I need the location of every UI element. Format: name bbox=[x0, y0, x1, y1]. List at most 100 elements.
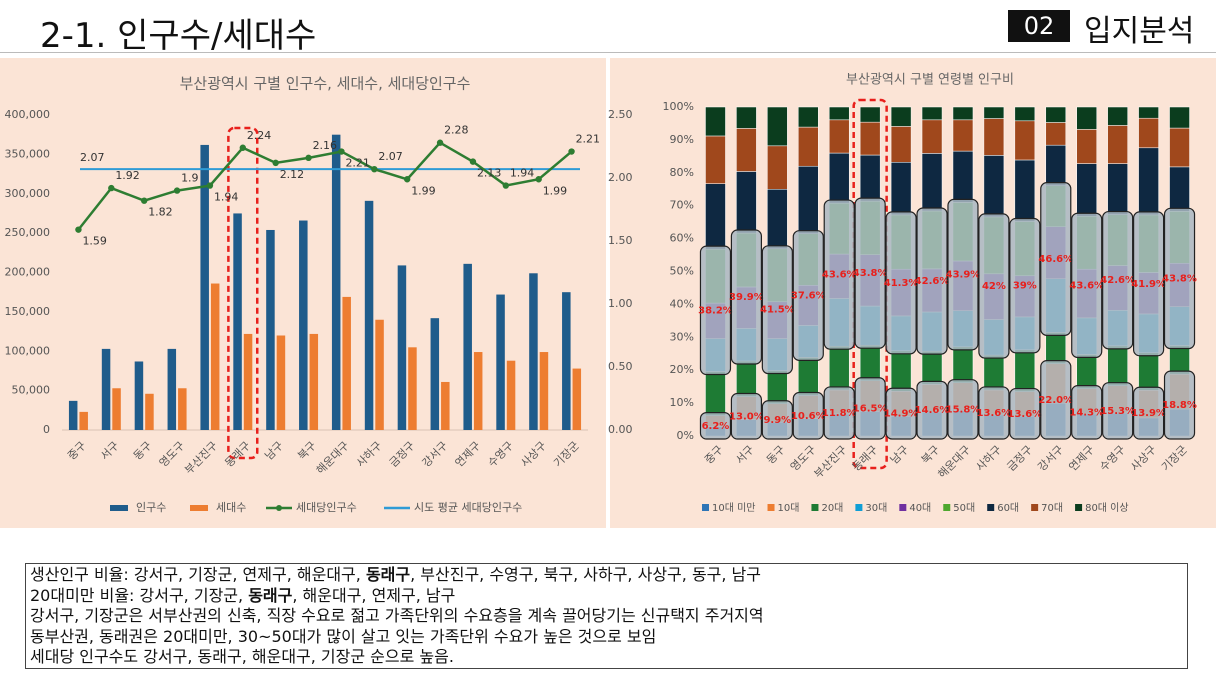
y-tick-label: 0 bbox=[43, 423, 50, 436]
group-label: 16.5% bbox=[853, 403, 888, 414]
group-box bbox=[947, 198, 979, 351]
bar-segment bbox=[705, 371, 726, 416]
legend-label: 인구수 bbox=[136, 501, 166, 514]
bar bbox=[441, 381, 450, 430]
bar bbox=[430, 318, 440, 430]
group-box bbox=[1071, 212, 1103, 359]
legend-swatch bbox=[1031, 504, 1039, 511]
group-label: 43.6% bbox=[1069, 280, 1104, 291]
y-tick-label: 350,000 bbox=[5, 147, 51, 160]
y-tick-label: 20% bbox=[670, 363, 694, 376]
y2-tick-label: 2.00 bbox=[608, 171, 633, 184]
bar bbox=[233, 213, 242, 430]
y2-tick-label: 0.00 bbox=[608, 423, 633, 436]
group-label: 38.2% bbox=[698, 305, 733, 316]
bar-segment bbox=[1014, 120, 1036, 161]
legend-label: 세대수 bbox=[216, 501, 246, 514]
group-box bbox=[1040, 182, 1072, 336]
bar-segment bbox=[1169, 166, 1190, 212]
bar bbox=[562, 292, 571, 430]
group-label: 14.9% bbox=[884, 409, 919, 420]
bar-segment bbox=[1045, 122, 1067, 146]
legend-swatch bbox=[943, 504, 951, 511]
group-label: 6.2% bbox=[702, 421, 730, 432]
group-box bbox=[916, 207, 948, 355]
bar-segment bbox=[1107, 125, 1128, 164]
bar-segment bbox=[921, 153, 943, 212]
group-box bbox=[699, 412, 732, 440]
line-marker bbox=[75, 226, 82, 233]
group-label: 39% bbox=[1013, 281, 1037, 292]
legend-swatch bbox=[767, 504, 775, 511]
data-label: 2.21 bbox=[345, 157, 370, 170]
legend-swatch bbox=[899, 504, 907, 511]
bar-segment bbox=[952, 346, 974, 383]
bar bbox=[210, 283, 220, 430]
group-box bbox=[792, 391, 824, 440]
bar-segment bbox=[705, 135, 726, 184]
section-number: 02 bbox=[1008, 10, 1070, 42]
group-label: 41.9% bbox=[1131, 279, 1166, 290]
bar-segment bbox=[921, 119, 943, 154]
line-marker bbox=[272, 159, 279, 167]
group-box bbox=[1102, 210, 1134, 350]
y2-tick-label: 1.50 bbox=[608, 234, 633, 247]
bar-segment bbox=[1107, 345, 1128, 386]
bar bbox=[79, 411, 88, 430]
bar-segment bbox=[952, 150, 974, 203]
group-box bbox=[1132, 211, 1165, 357]
data-label: 1.94 bbox=[510, 167, 535, 180]
group-label: 43.6% bbox=[822, 270, 857, 281]
group-box bbox=[730, 392, 763, 440]
group-label: 13.6% bbox=[1007, 409, 1042, 420]
y-tick-label: 90% bbox=[670, 133, 694, 146]
bar-segment bbox=[798, 165, 819, 234]
group-label: 42% bbox=[982, 281, 1006, 292]
legend-label: 세대당인구수 bbox=[296, 501, 357, 514]
y-tick-label: 0% bbox=[677, 429, 694, 442]
group-label: 18.8% bbox=[1162, 400, 1197, 411]
y-tick-label: 150,000 bbox=[5, 305, 51, 318]
bar-segment bbox=[767, 145, 788, 190]
data-label: 2.28 bbox=[444, 124, 469, 137]
line-series bbox=[77, 141, 573, 231]
group-label: 43.8% bbox=[1162, 273, 1197, 284]
bar bbox=[397, 265, 407, 430]
group-box bbox=[1102, 382, 1134, 440]
bar-segment bbox=[1045, 144, 1067, 186]
bar-segment bbox=[1138, 352, 1159, 391]
bar-segment bbox=[736, 360, 757, 397]
y2-tick-label: 1.00 bbox=[608, 297, 633, 310]
bar-segment bbox=[705, 106, 726, 137]
y2-tick-label: 0.50 bbox=[608, 360, 633, 373]
group-box bbox=[1009, 217, 1041, 354]
bar bbox=[331, 134, 341, 430]
y-tick-label: 60% bbox=[670, 232, 694, 245]
bar-segment bbox=[828, 152, 850, 204]
bar-segment bbox=[767, 370, 788, 405]
line-marker bbox=[338, 148, 345, 155]
group-box bbox=[885, 211, 917, 355]
data-label: 1.59 bbox=[82, 235, 107, 248]
data-label: 1.94 bbox=[214, 191, 239, 204]
data-label: 1.9 bbox=[181, 172, 199, 185]
data-label: 2.24 bbox=[247, 129, 272, 142]
note-text: 동래구 bbox=[248, 585, 293, 605]
group-box bbox=[1163, 207, 1196, 350]
charts: 부산광역시 구별 인구수, 세대수, 세대당인구수 0 50,000 100,000 1… bbox=[0, 58, 1216, 528]
bar-segment bbox=[983, 354, 1005, 391]
bar bbox=[243, 333, 253, 430]
bar-segment bbox=[798, 126, 819, 167]
group-box bbox=[978, 386, 1010, 440]
highlight-box bbox=[227, 126, 259, 460]
bar-segment bbox=[890, 126, 912, 163]
group-label: 11.8% bbox=[822, 408, 857, 419]
legend-label: 70대 bbox=[1041, 502, 1063, 514]
line-marker bbox=[173, 187, 181, 194]
note-text: , 부산진구, 수영구, 북구, 사하구, 사상구, 동구, 남구 bbox=[410, 565, 761, 584]
bar-segment bbox=[1169, 106, 1190, 129]
y-tick-label: 50,000 bbox=[12, 384, 51, 397]
bar bbox=[112, 388, 121, 430]
bar-segment bbox=[1169, 127, 1190, 168]
